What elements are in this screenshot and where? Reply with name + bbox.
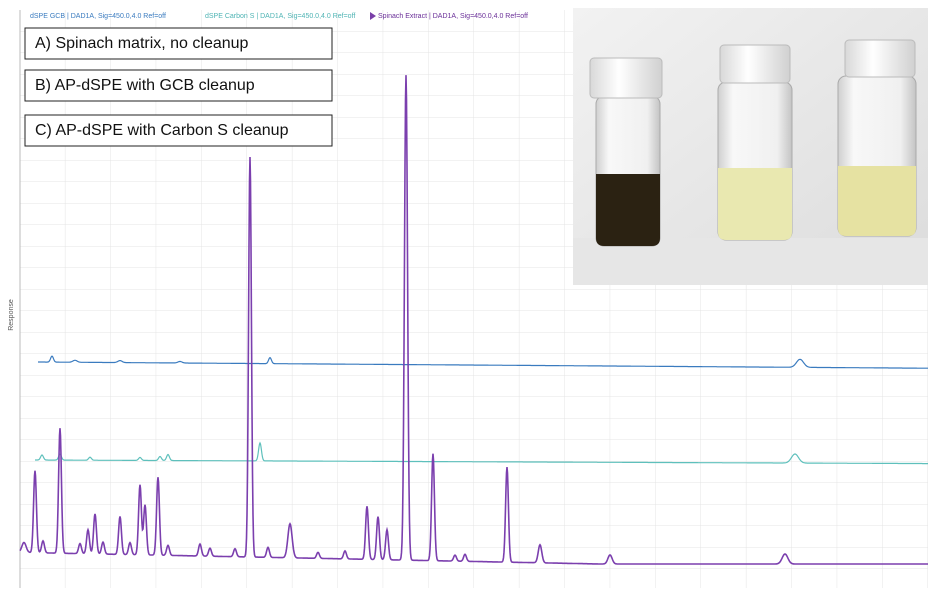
legend-entry: dSPE Carbon S | DAD1A, Sig=450.0,4.0 Ref… xyxy=(205,13,355,20)
label: C) AP-dSPE with Carbon S cleanup xyxy=(35,122,289,139)
legend-entry: dSPE GCB | DAD1A, Sig=450.0,4.0 Ref=off xyxy=(30,13,166,20)
label-box xyxy=(24,69,333,102)
label-boxes: A) Spinach matrix, no cleanup B) AP-dSPE… xyxy=(24,27,333,147)
label: B) AP-dSPE with GCB cleanup xyxy=(35,77,255,94)
label-box xyxy=(24,114,333,147)
liquid xyxy=(718,168,792,240)
label-box xyxy=(24,27,333,60)
trace xyxy=(19,75,928,565)
liquid xyxy=(838,166,916,236)
vial-photo xyxy=(573,8,928,285)
label: A) Spinach matrix, no cleanup xyxy=(35,35,249,52)
liquid xyxy=(596,174,660,246)
legend-marker xyxy=(370,12,376,20)
trace xyxy=(35,441,928,465)
legend-entry: Spinach Extract | DAD1A, Sig=450.0,4.0 R… xyxy=(378,13,528,20)
trace xyxy=(38,355,928,369)
vial-cap xyxy=(589,57,663,99)
y-axis-label: Response xyxy=(8,299,15,331)
vial-cap xyxy=(719,44,791,84)
vial-cap xyxy=(844,39,916,78)
